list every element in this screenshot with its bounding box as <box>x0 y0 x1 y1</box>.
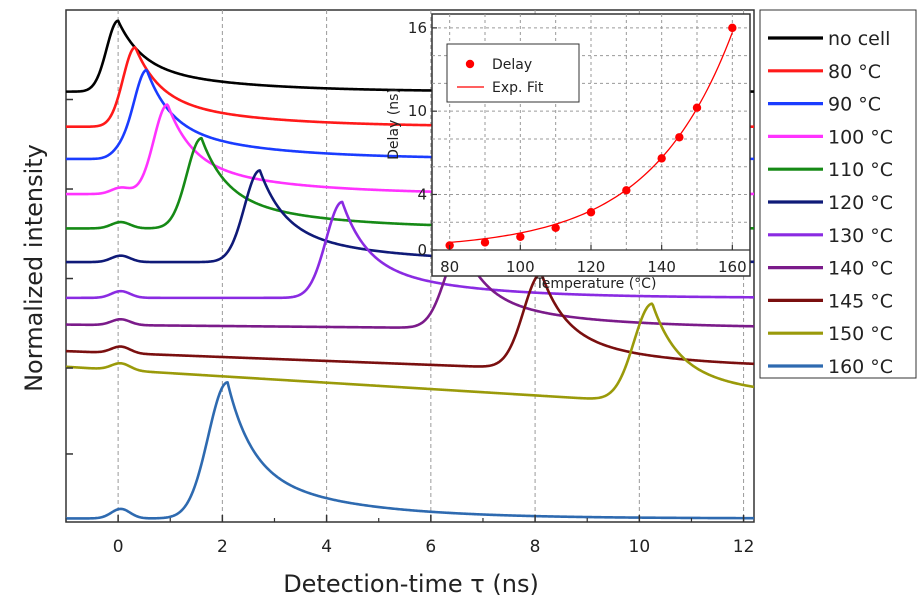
main-x-tick-label: 4 <box>321 537 332 557</box>
inset-plot <box>445 23 737 250</box>
main-x-tick-label: 8 <box>530 537 541 557</box>
inset-x-tick-label: 100 <box>506 258 535 276</box>
main-x-tick-label: 6 <box>425 537 436 557</box>
main-x-tick-label: 0 <box>113 537 124 557</box>
legend-label: 120 °C <box>828 192 893 214</box>
legend-label: 160 °C <box>828 356 893 378</box>
legend-label: 150 °C <box>828 323 893 345</box>
main-x-tick-label: 10 <box>629 537 651 557</box>
legend-label: 110 °C <box>828 159 893 181</box>
legend-label: 140 °C <box>828 258 893 280</box>
inset-legend-fit-label: Exp. Fit <box>492 80 544 96</box>
inset-legend: Delay Exp. Fit <box>446 43 580 103</box>
inset-delay-point <box>622 186 631 195</box>
inset-delay-point <box>675 133 684 142</box>
inset-delay-point <box>551 223 560 232</box>
inset-x-tick-label: 120 <box>577 258 606 276</box>
legend-label: 145 °C <box>828 290 893 312</box>
inset-y-tick-label: 10 <box>408 102 427 120</box>
inset-delay-point <box>692 103 702 112</box>
main-x-tick-label: 12 <box>733 537 755 557</box>
inset-y-tick-label: 4 <box>417 185 427 203</box>
inset-legend-delay-label: Delay <box>492 57 532 73</box>
main-series-line <box>65 302 755 400</box>
inset-x-axis-title: Temperature (°C) <box>535 276 657 292</box>
inset-ticks: 80 100 120 140 160 0 4 10 16 <box>408 19 747 276</box>
main-series-line <box>65 200 755 300</box>
main-legend: no cell 80 °C 90 °C 100 °C 110 °C 120 °C 130 °… <box>759 9 917 379</box>
legend-label: 130 °C <box>828 225 893 247</box>
main-x-ticks: 0 2 4 6 8 10 12 <box>65 515 755 557</box>
main-legend-items: no cell 80 °C 90 °C 100 °C 110 °C 120 °C 130 °… <box>768 28 893 378</box>
inset-legend-box <box>446 43 580 103</box>
inset-delay-point <box>657 154 666 163</box>
inset-y-tick-label: 16 <box>408 19 427 37</box>
legend-label: 100 °C <box>828 126 893 148</box>
y-axis-title: Normalized intensity <box>20 144 48 392</box>
main-y-ticks <box>66 98 73 455</box>
main-series-line <box>65 272 755 368</box>
inset-x-tick-label: 140 <box>647 258 676 276</box>
inset-delay-point <box>480 238 490 247</box>
inset-x-tick-label: 80 <box>440 258 459 276</box>
inset-x-tick-label: 160 <box>718 258 747 276</box>
main-x-tick-label: 2 <box>217 537 228 557</box>
inset-y-axis-title: Delay (ns) <box>386 88 402 160</box>
inset-y-tick-label: 0 <box>417 241 427 259</box>
inset-chart: 80 100 120 140 160 0 4 10 16 Delay (ns) Temperat… <box>386 13 751 292</box>
legend-label: 80 °C <box>828 61 881 83</box>
x-axis-title: Detection-time τ (ns) <box>283 570 539 598</box>
inset-delay-point <box>728 23 737 33</box>
legend-label: 90 °C <box>828 94 881 116</box>
inset-delay-point <box>586 208 596 217</box>
inset-delay-point <box>516 232 525 242</box>
legend-label: no cell <box>828 28 890 50</box>
inset-legend-delay-marker <box>465 59 475 69</box>
